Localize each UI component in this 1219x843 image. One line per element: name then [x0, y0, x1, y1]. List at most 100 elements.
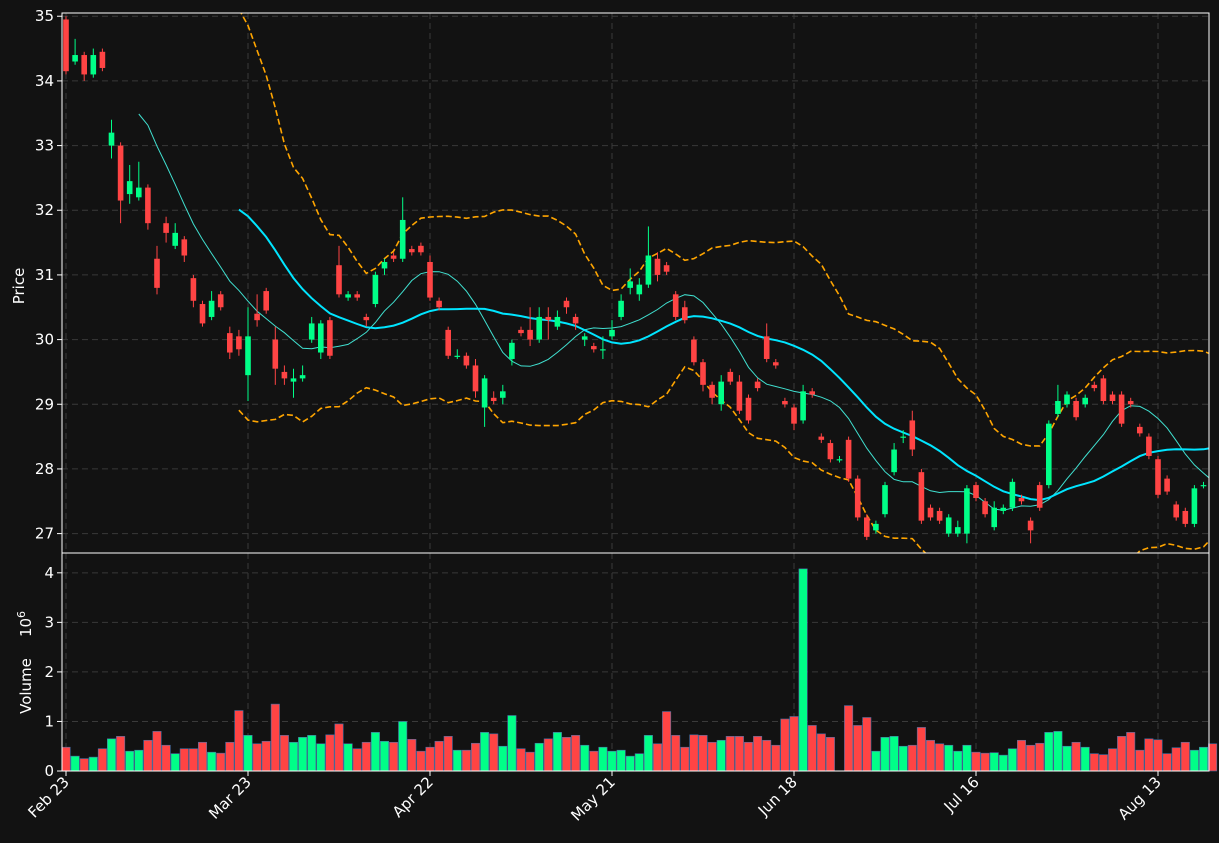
volume-bar	[916, 727, 926, 772]
volume-bar	[552, 732, 562, 772]
volume-bar	[170, 753, 180, 772]
price-tick-label: 30	[35, 331, 54, 349]
price-tick-label: 34	[35, 72, 54, 90]
volume-bar	[489, 733, 499, 772]
candle-body	[1155, 459, 1161, 495]
volume-bar	[61, 746, 71, 772]
candle-body	[436, 300, 442, 308]
volume-bar	[989, 752, 999, 772]
candle-body	[245, 336, 251, 376]
candle-body	[217, 294, 224, 308]
candle-body	[99, 51, 106, 68]
volume-bar	[1035, 742, 1045, 772]
volume-bar	[998, 754, 1008, 772]
volume-axis-title: Volume	[17, 658, 35, 714]
volume-bar	[1117, 736, 1127, 772]
volume-bar	[762, 739, 772, 772]
volume-bar	[507, 715, 517, 772]
candle-body	[554, 316, 561, 327]
price-axis-title: Price	[10, 268, 28, 305]
candle-body	[900, 436, 906, 438]
volume-bar	[443, 736, 453, 772]
volume-bar	[143, 739, 153, 772]
candle-body	[1082, 397, 1088, 405]
volume-bar	[880, 737, 890, 772]
candle-body	[472, 365, 479, 392]
price-tick-label: 31	[35, 266, 54, 284]
candle-body	[782, 401, 788, 405]
volume-bar	[598, 746, 608, 772]
candle-body	[381, 261, 388, 269]
volume-bar	[689, 734, 699, 772]
lower-band-line	[238, 365, 1209, 553]
volume-tick-label: 3	[44, 613, 54, 631]
candle-body	[563, 300, 570, 308]
volume-bar	[525, 751, 535, 772]
candle-body	[918, 472, 925, 521]
volume-bar	[261, 740, 271, 772]
candle-body	[654, 258, 661, 275]
volume-bar	[288, 741, 298, 772]
candle-body	[909, 420, 916, 450]
candle-body	[827, 443, 834, 460]
volume-bar	[907, 744, 917, 772]
candle-body	[490, 397, 497, 402]
volume-bar	[725, 736, 735, 772]
volume-bar	[480, 732, 490, 772]
volume-bar	[680, 746, 690, 772]
volume-bar	[844, 705, 854, 772]
volume-bar	[279, 735, 289, 772]
volume-bar	[361, 741, 371, 772]
candle-body	[609, 329, 615, 337]
volume-bar	[1208, 743, 1218, 772]
volume-bar	[743, 741, 753, 772]
candle-body	[1127, 401, 1134, 405]
volume-bar	[771, 744, 781, 772]
volume-bar	[1016, 739, 1026, 772]
candle-body	[727, 371, 734, 382]
volume-bar	[816, 733, 826, 772]
candle-body	[418, 245, 424, 253]
candle-body	[108, 132, 115, 146]
volume-bar	[625, 755, 635, 772]
volume-bar	[607, 750, 617, 772]
candle-body	[90, 55, 97, 75]
price-tick-label: 28	[35, 460, 54, 478]
volume-bar	[452, 749, 462, 772]
volume-bar	[152, 731, 162, 772]
volume-bar	[298, 737, 308, 772]
candle-body	[955, 527, 961, 534]
candle-body	[308, 323, 315, 340]
volume-tick-label: 1	[44, 712, 54, 730]
volume-bar	[561, 737, 571, 772]
volume-bar	[962, 744, 972, 772]
volume-bar	[589, 750, 599, 772]
candle-body	[290, 378, 297, 382]
volume-panel-frame	[61, 552, 1210, 772]
grid-lines	[57, 13, 1209, 776]
volume-bar	[1007, 748, 1017, 772]
volume-bar	[498, 745, 508, 772]
volume-bar	[161, 744, 171, 772]
candle-body	[1146, 436, 1152, 456]
candle-body	[336, 265, 342, 295]
volume-bar	[643, 735, 653, 772]
volume-bar	[1089, 753, 1099, 772]
candle-body	[836, 459, 843, 461]
volume-bar	[216, 752, 226, 772]
volume-bar	[1162, 753, 1172, 772]
volume-bar	[1026, 744, 1036, 772]
volume-bar	[662, 711, 672, 772]
volume-bar	[370, 732, 380, 772]
candle-body	[1009, 481, 1016, 508]
volume-bar	[671, 735, 681, 772]
candle-body	[463, 355, 470, 366]
candle-body	[427, 261, 433, 298]
volume-bar	[1144, 738, 1154, 772]
candle-body	[500, 391, 506, 398]
candle-body	[236, 336, 242, 350]
candle-body	[199, 304, 206, 324]
volume-tick-label: 4	[44, 564, 54, 582]
candle-body	[1164, 478, 1170, 492]
